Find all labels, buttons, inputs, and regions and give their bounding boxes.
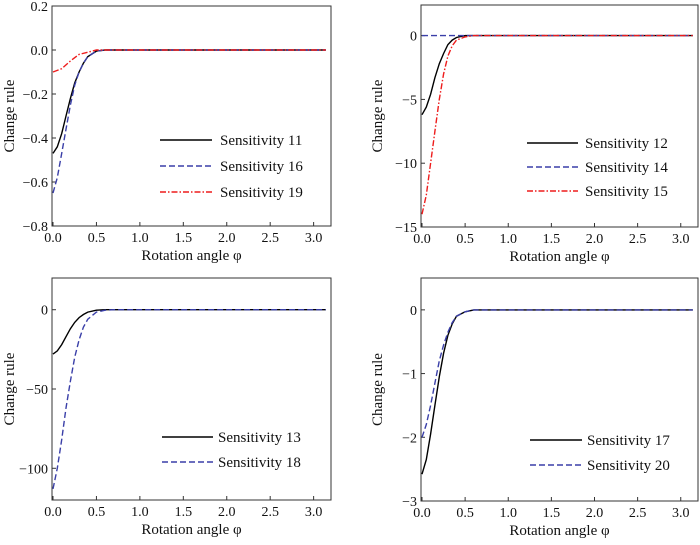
legend-label: Sensitivity 16 [220,159,303,175]
plot-frame [420,4,699,228]
y-tick-label: −50 [26,383,48,398]
y-tick-label: 0.2 [31,0,49,15]
y-tick-label: −10 [395,157,417,172]
y-tick-label: −0.6 [23,176,48,191]
y-tick-label: −0.8 [23,220,48,235]
x-tick-label: 0.0 [413,506,431,521]
series-line-sensitivity-20 [421,309,693,438]
y-tick-label: −1 [402,368,417,383]
x-tick-label: 0.0 [413,232,431,247]
x-tick-label: 1.0 [500,506,518,521]
x-tick-label: 1.5 [175,231,193,246]
x-tick-label: 2.0 [586,506,604,521]
y-tick-label: −2 [402,431,417,446]
series-line-sensitivity-18 [52,309,326,490]
series-line-sensitivity-19 [52,49,326,73]
legend-label: Sensitivity 19 [220,185,303,201]
y-tick-label: −100 [19,462,48,477]
y-tick-label: 0.0 [31,44,49,59]
x-tick-label: 2.5 [629,232,647,247]
x-axis-label: Rotation angle φ [141,522,242,538]
legend-label: Sensitivity 11 [220,133,302,149]
x-tick-label: 0.5 [88,231,106,246]
x-tick-label: 2.0 [586,232,604,247]
subplot-2: 0.0 0.5 1.0 1.5 2.0 2.5 3.0 0 −5 −10 −15 Rotation a… [370,4,699,265]
x-tick-label: 1.5 [543,232,561,247]
series-line-sensitivity-13 [52,309,326,355]
y-tick-label: 0 [41,304,48,319]
x-tick-label: 2.0 [218,231,236,246]
legend-label: Sensitivity 13 [218,430,301,446]
y-axis-label: Change rule [370,353,386,426]
y-tick-label: −0.2 [23,88,48,103]
x-axis-label: Rotation angle φ [509,249,610,265]
x-tick-label: 0.0 [44,505,62,520]
x-axis-label: Rotation angle φ [141,248,242,264]
legend-label: Sensitivity 20 [587,458,670,474]
subplot-1: 0.0 0.5 1.0 1.5 2.0 2.5 3.0 0.2 0.0 −0.2 −0.4 −0.6 −… [2,0,332,264]
x-tick-label: 0.0 [44,231,62,246]
legend-label: Sensitivity 15 [585,184,668,200]
legend-label: Sensitivity 12 [585,136,668,152]
y-tick-label: −15 [395,221,417,236]
plot-frame [51,5,332,227]
series-line-sensitivity-17 [421,309,693,475]
y-axis-label: Change rule [370,79,386,152]
y-axis-label: Change rule [2,79,18,152]
x-tick-label: 1.5 [543,506,561,521]
x-tick-label: 0.5 [456,232,474,247]
x-axis-label: Rotation angle φ [509,523,610,539]
series-line-sensitivity-12 [421,34,693,116]
x-tick-label: 1.0 [500,232,518,247]
x-tick-label: 0.5 [88,505,106,520]
y-tick-label: 0 [410,304,417,319]
x-tick-label: 1.0 [131,231,149,246]
x-tick-label: 1.0 [131,505,149,520]
x-tick-label: 3.0 [672,506,690,521]
subplot-3: 0.0 0.5 1.0 1.5 2.0 2.5 3.0 0 −50 −100 Rotation an… [2,277,332,538]
series-line-sensitivity-16 [52,49,326,194]
y-tick-label: −0.4 [23,132,48,147]
x-tick-label: 3.0 [305,231,323,246]
legend-label: Sensitivity 17 [587,433,670,449]
x-tick-label: 2.5 [261,505,279,520]
series-line-sensitivity-15 [421,34,693,215]
subplot-4: 0.0 0.5 1.0 1.5 2.0 2.5 3.0 0 −1 −2 −3 Rotation ang… [370,277,699,539]
x-tick-label: 3.0 [305,505,323,520]
legend-label: Sensitivity 18 [218,455,301,471]
y-tick-label: −3 [402,495,417,510]
y-tick-label: −5 [402,93,417,108]
legend-label: Sensitivity 14 [585,160,668,176]
x-tick-label: 1.5 [175,505,193,520]
x-tick-label: 2.0 [218,505,236,520]
x-tick-label: 0.5 [456,506,474,521]
x-tick-label: 3.0 [672,232,690,247]
x-tick-label: 2.5 [629,506,647,521]
plot-frame [420,277,699,502]
y-axis-label: Change rule [2,352,18,425]
x-tick-label: 2.5 [261,231,279,246]
y-tick-label: 0 [410,30,417,45]
